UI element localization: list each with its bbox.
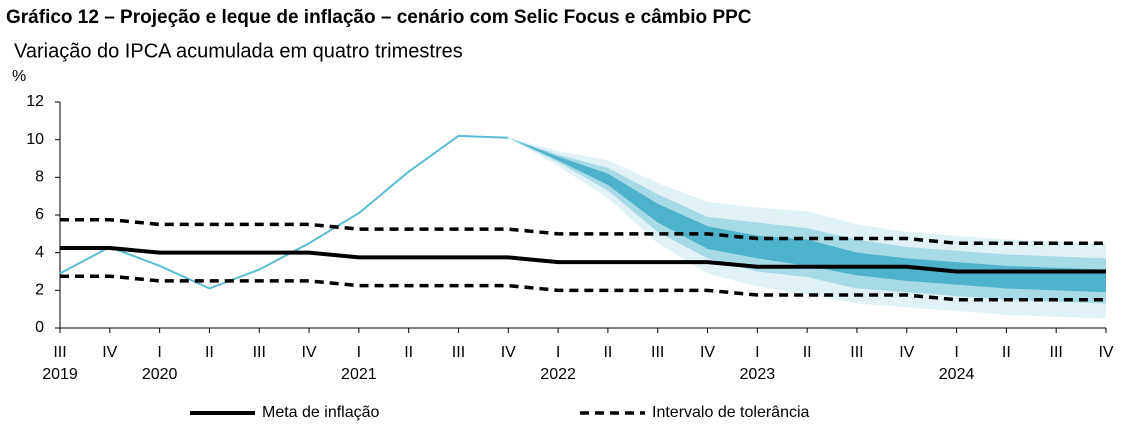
series-line [60, 274, 1106, 302]
x-tick-label: III [253, 344, 266, 361]
x-tick-label: I [157, 344, 161, 361]
x-tick-label: I [556, 344, 560, 361]
x-tick-label: I [954, 344, 958, 361]
y-axis-label: % [12, 68, 26, 85]
series-line [59, 134, 509, 290]
y-tick-label: 12 [26, 93, 44, 110]
legend-label: Intervalo de tolerância [652, 404, 810, 421]
x-tick-label: IV [102, 344, 117, 361]
year-label: 2021 [341, 366, 377, 383]
y-tick-label: 10 [26, 131, 44, 148]
x-tick-label: II [803, 344, 812, 361]
x-tick-label: II [205, 344, 214, 361]
x-tick-label: III [651, 344, 664, 361]
series-line [60, 217, 1106, 245]
x-tick-label: IV [899, 344, 914, 361]
x-tick-label: III [53, 344, 66, 361]
x-tick-label: III [452, 344, 465, 361]
x-tick-label: IV [301, 344, 316, 361]
x-tick-label: IV [700, 344, 715, 361]
x-tick-label: II [1002, 344, 1011, 361]
year-label: 2022 [540, 366, 576, 383]
year-label: 2023 [740, 366, 776, 383]
x-tick-label: I [357, 344, 361, 361]
legend-label: Meta de inflação [262, 404, 380, 421]
x-tick-label: I [755, 344, 759, 361]
y-tick-label: 6 [35, 206, 44, 223]
y-tick-label: 4 [35, 244, 44, 261]
x-tick-label: IV [501, 344, 516, 361]
year-label: 2024 [939, 366, 975, 383]
y-tick-label: 8 [35, 169, 44, 186]
y-tick-label: 0 [35, 319, 44, 336]
year-label: 2019 [42, 366, 78, 383]
x-tick-label: II [404, 344, 413, 361]
year-label: 2020 [142, 366, 178, 383]
series-line [60, 245, 1106, 274]
x-tick-label: III [1050, 344, 1063, 361]
x-tick-label: III [850, 344, 863, 361]
x-tick-label: II [603, 344, 612, 361]
y-tick-label: 2 [35, 282, 44, 299]
chart-title: Gráfico 12 – Projeção e leque de inflaçã… [6, 7, 752, 28]
x-tick-label: IV [1098, 344, 1113, 361]
fan-band [508, 137, 1106, 293]
chart-subtitle: Variação do IPCA acumulada em quatro tri… [14, 40, 463, 62]
